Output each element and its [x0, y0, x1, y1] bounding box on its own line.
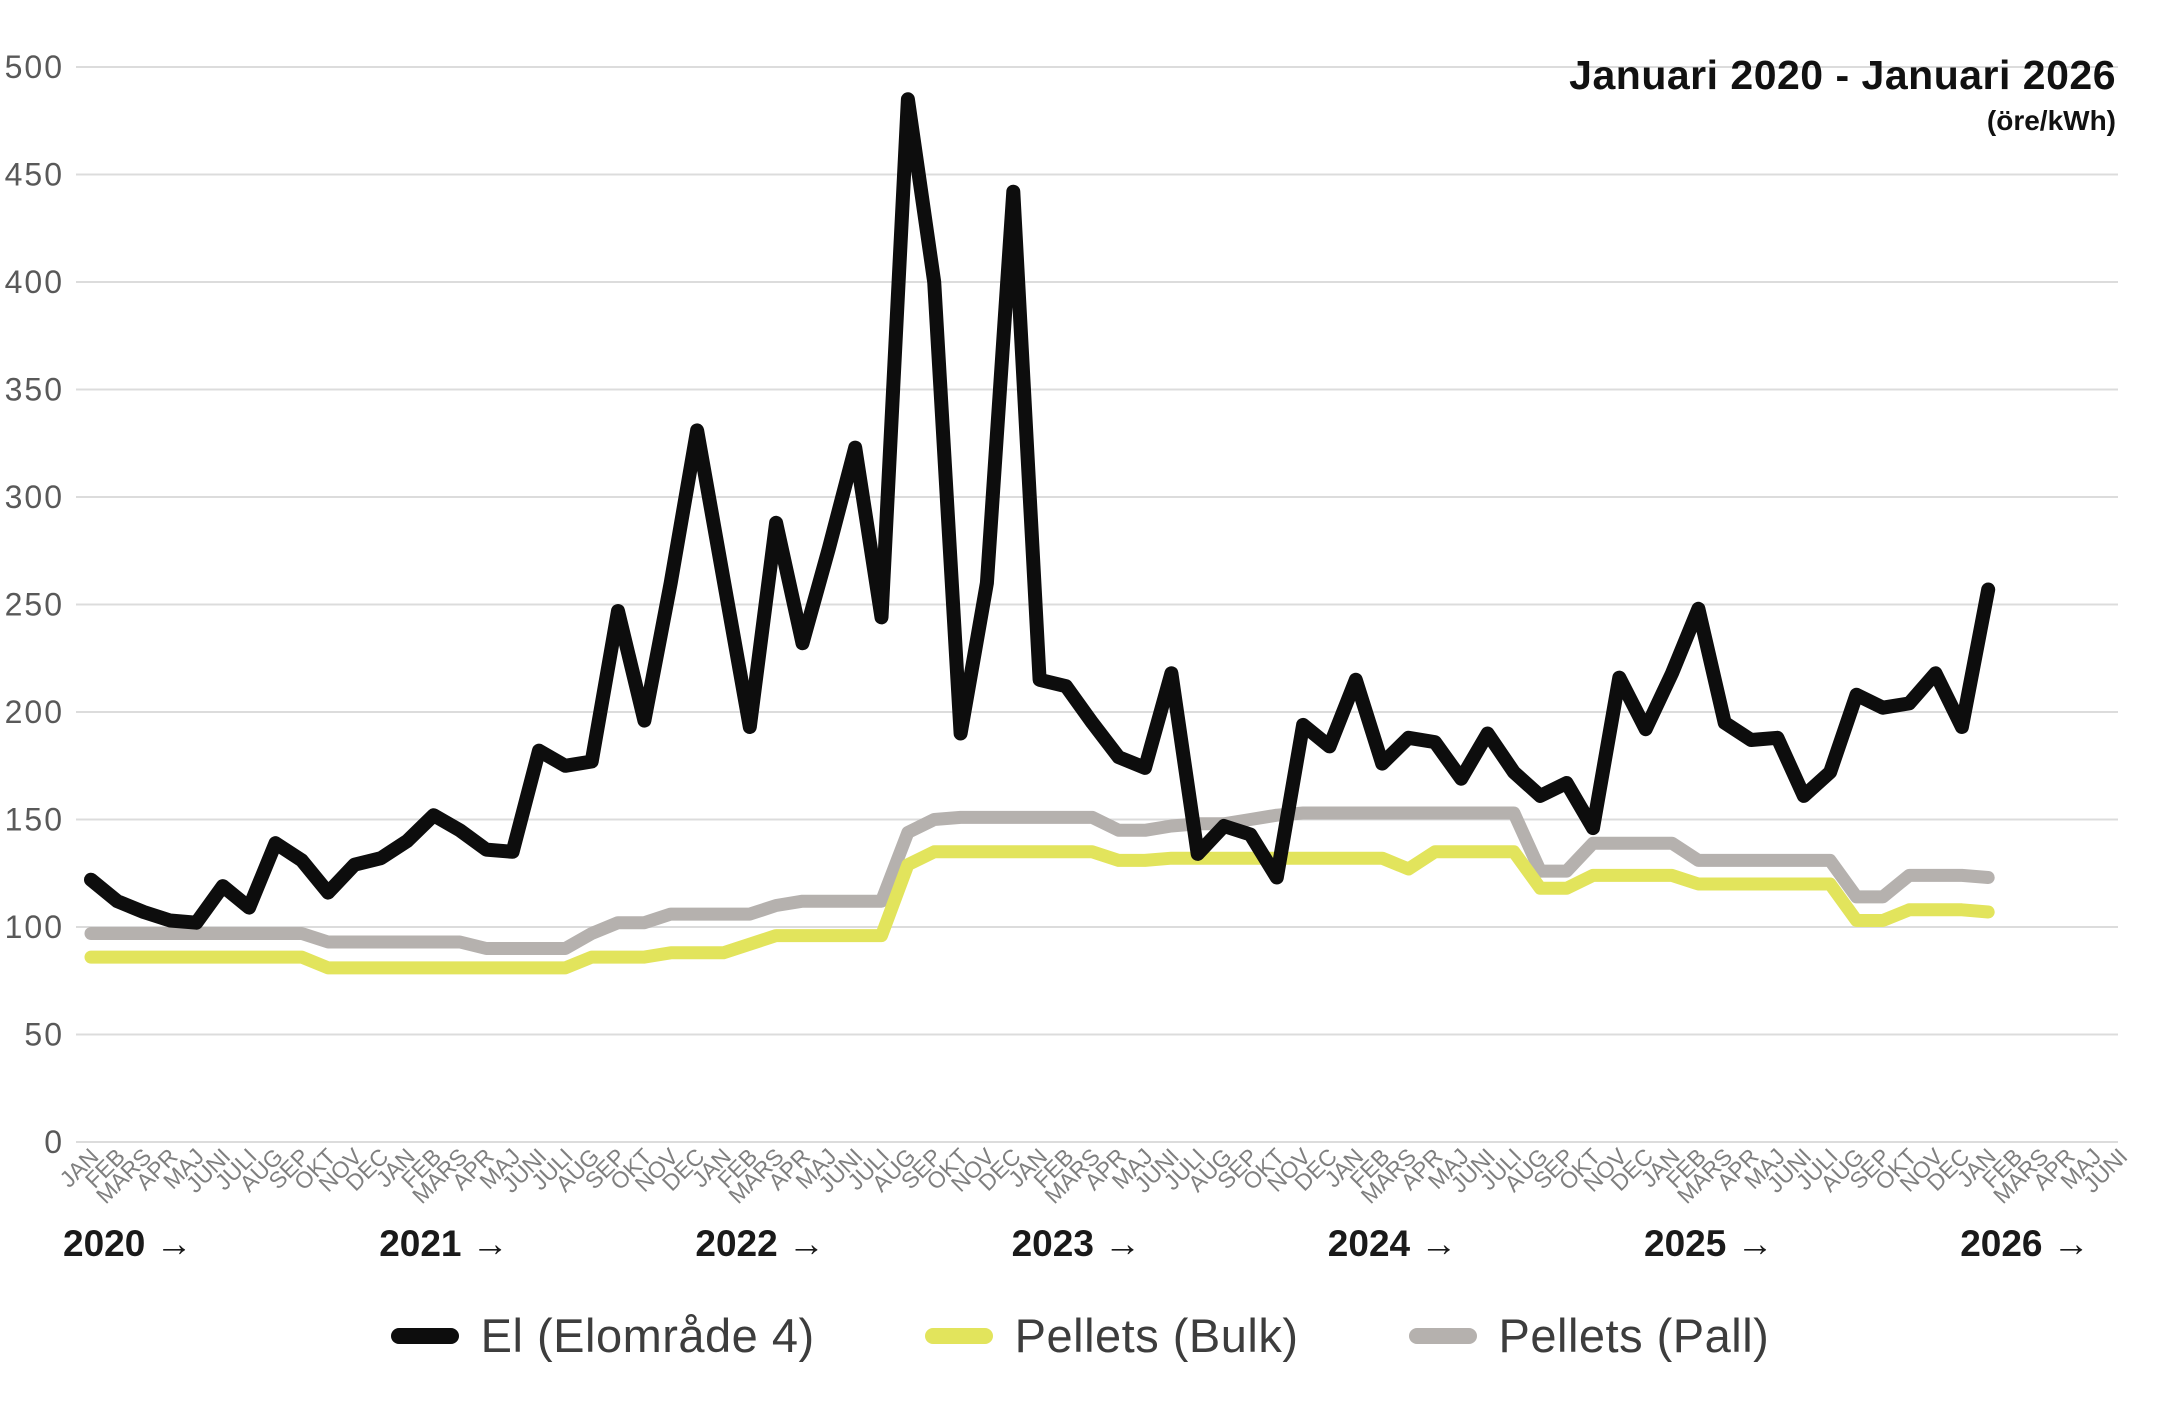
legend-label-el: El (Elområde 4) [480, 1309, 815, 1362]
y-tick-label: 500 [5, 49, 64, 85]
y-tick-label: 350 [5, 372, 64, 408]
chart-legend: El (Elområde 4) Pellets (Bulk) Pellets (… [0, 1308, 2160, 1363]
pellets-bulk-line [84, 845, 1995, 975]
year-label: 2025 → [1644, 1223, 1774, 1264]
year-label: 2022 → [695, 1223, 825, 1264]
chart-title: Januari 2020 - Januari 2026 [1569, 52, 2116, 98]
chart-unit-subtitle: (öre/kWh) [1986, 105, 2116, 136]
y-tick-label: 450 [5, 157, 64, 193]
y-axis-labels: 0 50 100 150 200 250 300 350 400 450 500 [5, 49, 64, 1160]
pellets-bulk-line-swatch-icon [924, 1327, 993, 1344]
y-tick-label: 200 [5, 694, 64, 730]
y-tick-label: 250 [5, 587, 64, 623]
pellets-pall-line [84, 806, 1995, 955]
year-label: 2024 → [1328, 1223, 1458, 1264]
x-axis-year-labels: 2020 → 2021 → 2022 → 2023 → 2024 → 2025 → 2026… [63, 1223, 2090, 1264]
chart-title-block: Januari 2020 - Januari 2026 (öre/kWh) [1569, 52, 2116, 137]
gridlines [76, 66, 2118, 1143]
y-tick-label: 100 [5, 909, 64, 945]
y-tick-label: 150 [5, 802, 64, 838]
x-axis-month-labels: JANFEBMARSAPRMAJJUNIJULIAUGSEPOKTNOVDECJ… [54, 1143, 2132, 1209]
series-lines [84, 92, 1996, 975]
el-line-swatch-icon [390, 1327, 459, 1344]
year-label: 2020 → [63, 1223, 193, 1264]
y-tick-label: 0 [44, 1124, 64, 1160]
y-tick-label: 400 [5, 264, 64, 300]
legend-item-el: El (Elområde 4) [390, 1308, 815, 1363]
y-tick-label: 50 [24, 1017, 64, 1053]
year-label: 2021 → [379, 1223, 509, 1264]
legend-label-pellets-bulk: Pellets (Bulk) [1014, 1309, 1299, 1362]
legend-label-pellets-pall: Pellets (Pall) [1498, 1309, 1770, 1362]
legend-item-pellets-bulk: Pellets (Bulk) [924, 1308, 1299, 1363]
year-label: 2023 → [1012, 1223, 1142, 1264]
el-line [84, 92, 1996, 930]
year-label: 2026 → [1960, 1223, 2090, 1264]
y-tick-label: 300 [5, 479, 64, 515]
legend-item-pellets-pall: Pellets (Pall) [1408, 1308, 1770, 1363]
pellets-pall-line-swatch-icon [1408, 1327, 1477, 1344]
